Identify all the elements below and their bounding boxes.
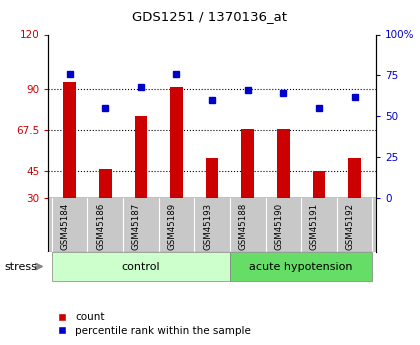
Bar [63, 82, 76, 198]
Bar [348, 158, 361, 198]
Bar [99, 169, 111, 198]
Text: GSM45188: GSM45188 [239, 203, 248, 250]
Text: GSM45193: GSM45193 [203, 203, 212, 250]
Bar [52, 252, 230, 281]
Text: acute hypotension: acute hypotension [249, 262, 353, 272]
Legend: count, percentile rank within the sample: count, percentile rank within the sample [47, 308, 255, 340]
Text: GSM45190: GSM45190 [274, 203, 284, 250]
Bar [313, 171, 325, 198]
Bar [170, 87, 183, 198]
Text: GSM45189: GSM45189 [168, 203, 176, 250]
Text: control: control [121, 262, 160, 272]
Bar [230, 252, 373, 281]
Text: GSM45192: GSM45192 [346, 203, 354, 250]
Text: GDS1251 / 1370136_at: GDS1251 / 1370136_at [132, 10, 288, 23]
Text: GSM45184: GSM45184 [60, 203, 70, 250]
Bar [241, 129, 254, 198]
Bar [206, 158, 218, 198]
Text: GSM45187: GSM45187 [132, 203, 141, 250]
Text: GSM45191: GSM45191 [310, 203, 319, 250]
Bar [277, 129, 289, 198]
Bar [135, 117, 147, 198]
Text: GSM45186: GSM45186 [96, 203, 105, 250]
Text: stress: stress [4, 262, 37, 272]
